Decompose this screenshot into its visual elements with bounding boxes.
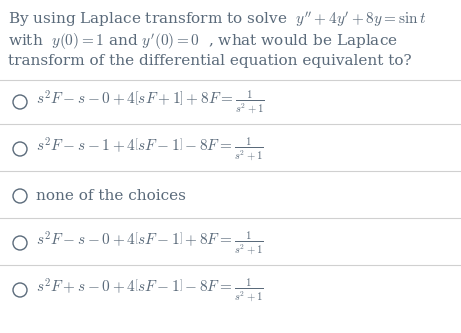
Text: $s^2F - s - 1 + 4\left[sF - 1\right] - 8F = \frac{1}{s^2+1}$: $s^2F - s - 1 + 4\left[sF - 1\right] - 8… — [36, 135, 264, 163]
Text: with  $y(0) = 1$ and $y'(0) = 0$  , what would be Laplace: with $y(0) = 1$ and $y'(0) = 0$ , what w… — [8, 32, 398, 52]
Text: $s^2F + s - 0 + 4\left[sF - 1\right] - 8F = \frac{1}{s^2+1}$: $s^2F + s - 0 + 4\left[sF - 1\right] - 8… — [36, 276, 264, 304]
Text: none of the choices: none of the choices — [36, 189, 186, 203]
Text: $s^2F - s - 0 + 4\left[sF + 1\right] + 8F = \frac{1}{s^2+1}$: $s^2F - s - 0 + 4\left[sF + 1\right] + 8… — [36, 88, 265, 116]
Text: $s^2F - s - 0 + 4\left[sF - 1\right] + 8F = \frac{1}{s^2+1}$: $s^2F - s - 0 + 4\left[sF - 1\right] + 8… — [36, 229, 264, 257]
Text: transform of the differential equation equivalent to?: transform of the differential equation e… — [8, 54, 412, 68]
Text: By using Laplace transform to solve  $y'' + 4y' + 8y = \sin t$: By using Laplace transform to solve $y''… — [8, 10, 426, 29]
